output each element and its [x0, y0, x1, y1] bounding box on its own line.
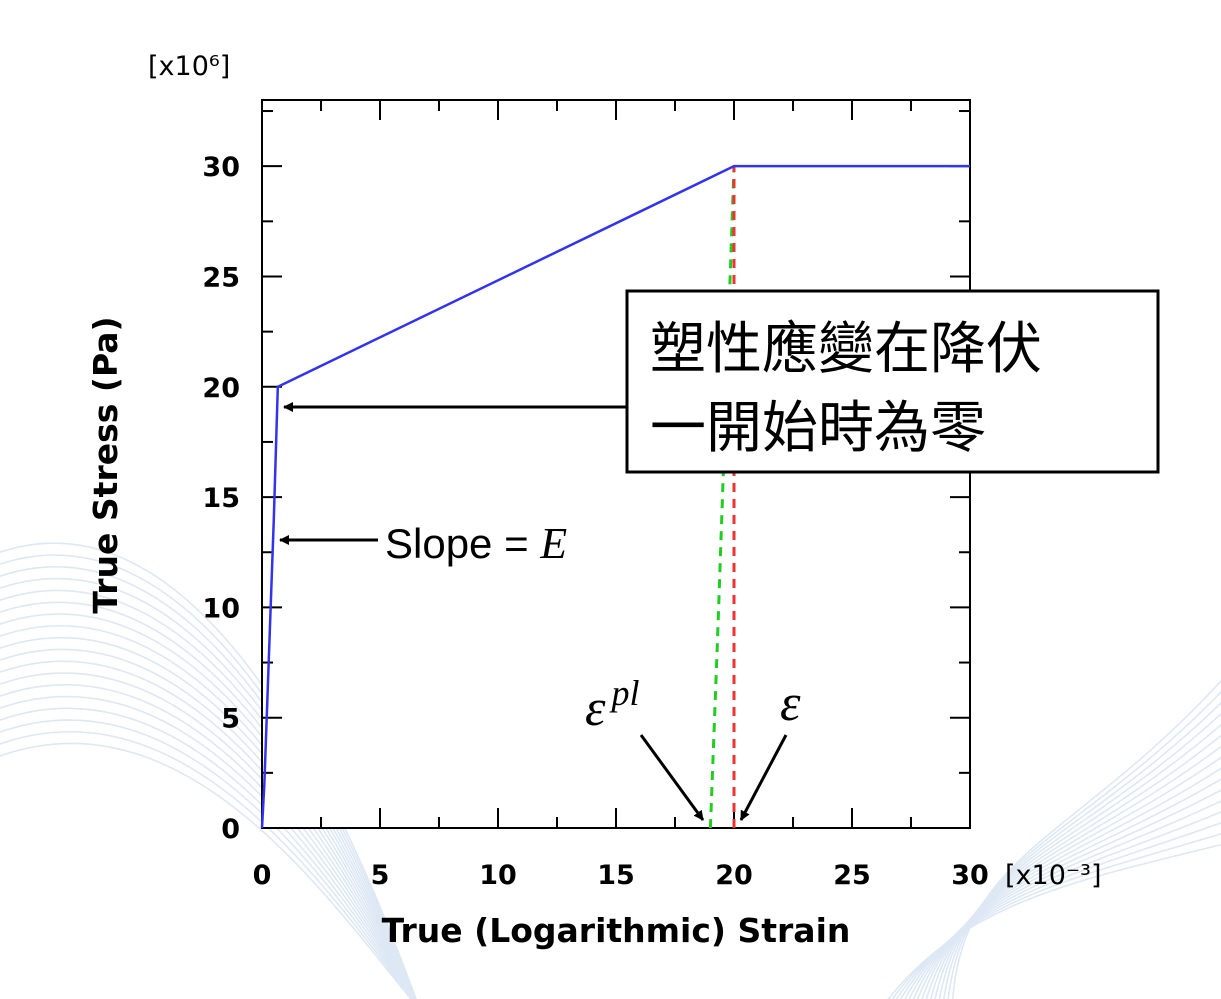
youngs-modulus-symbol: E	[539, 519, 567, 568]
x-tick-label: 5	[371, 860, 390, 891]
epsilon-total-label: ε	[780, 675, 801, 732]
wave-line	[887, 843, 1221, 999]
epsilon-plastic-superscript: pl	[609, 673, 640, 713]
y-tick-label: 20	[202, 373, 240, 404]
slope-annotation: Slope = E	[385, 519, 567, 568]
stress-strain-series	[260, 164, 970, 829]
wave-line	[925, 745, 1221, 999]
wave-line	[0, 707, 414, 999]
x-axis-title: True (Logarithmic) Strain	[382, 911, 851, 950]
wave-line	[0, 683, 415, 999]
wave-line	[0, 554, 417, 999]
wave-line	[0, 601, 417, 999]
callout-box	[625, 289, 1160, 474]
wave-line	[921, 756, 1221, 999]
wave-line	[929, 734, 1221, 999]
x-tick-label: 15	[597, 860, 635, 891]
wave-line	[0, 613, 416, 999]
x-tick-label: 20	[715, 860, 753, 891]
wave-line	[947, 690, 1221, 999]
wave-line	[904, 800, 1221, 999]
wave-line	[916, 767, 1221, 999]
wave-line	[0, 730, 413, 999]
wave-line	[0, 695, 414, 999]
wave-line	[0, 742, 412, 999]
wave-line	[934, 723, 1221, 999]
x-tick-label: 30	[951, 860, 989, 891]
y-tick-label: 30	[202, 152, 240, 183]
wave-line	[952, 679, 1221, 999]
wave-line	[0, 625, 416, 999]
epsilon-plastic-symbol: ε	[585, 680, 606, 737]
wave-line	[908, 789, 1221, 999]
wave-line	[0, 577, 417, 999]
y-tick-label: 15	[202, 483, 240, 514]
wave-line	[0, 648, 416, 999]
wave-line	[0, 636, 416, 999]
wave-line	[943, 701, 1221, 999]
wave-line	[912, 778, 1221, 999]
wave-line	[0, 719, 414, 999]
slope-label: Slope =	[385, 520, 540, 567]
y-tick-label: 25	[202, 262, 240, 293]
y-axis-ticks: 0 5 10 15 20 25 30	[202, 110, 970, 845]
wave-line	[0, 672, 415, 999]
x-tick-label: 10	[479, 860, 517, 891]
wave-line	[938, 712, 1221, 999]
x-axis-ticks: 0 5 10 15 20 25 30	[253, 100, 989, 891]
epsilon-total-arrow	[739, 734, 788, 821]
y-axis-multiplier: [x10⁶]	[148, 51, 230, 82]
wave-line	[0, 660, 415, 999]
x-tick-label: 25	[833, 860, 871, 891]
wave-line	[0, 542, 417, 999]
wave-line	[899, 811, 1221, 999]
wave-line	[0, 566, 417, 999]
callout-line-2: 一開始時為零	[650, 396, 986, 461]
wave-line	[891, 832, 1221, 999]
wave-line	[895, 822, 1221, 999]
epsilon-plastic-label: ε pl	[585, 673, 640, 737]
y-tick-label: 0	[221, 814, 240, 845]
x-axis-multiplier: [x10⁻³]	[1005, 860, 1101, 891]
stress-strain-line	[260, 164, 970, 829]
y-tick-label: 10	[202, 593, 240, 624]
callout-line-1: 塑性應變在降伏	[650, 317, 1042, 382]
wave-line	[0, 589, 417, 999]
x-tick-label: 0	[253, 860, 272, 891]
y-axis-title: True Stress (Pa)	[86, 316, 125, 613]
y-tick-label: 5	[221, 704, 240, 735]
epsilon-plastic-arrow	[639, 734, 705, 821]
